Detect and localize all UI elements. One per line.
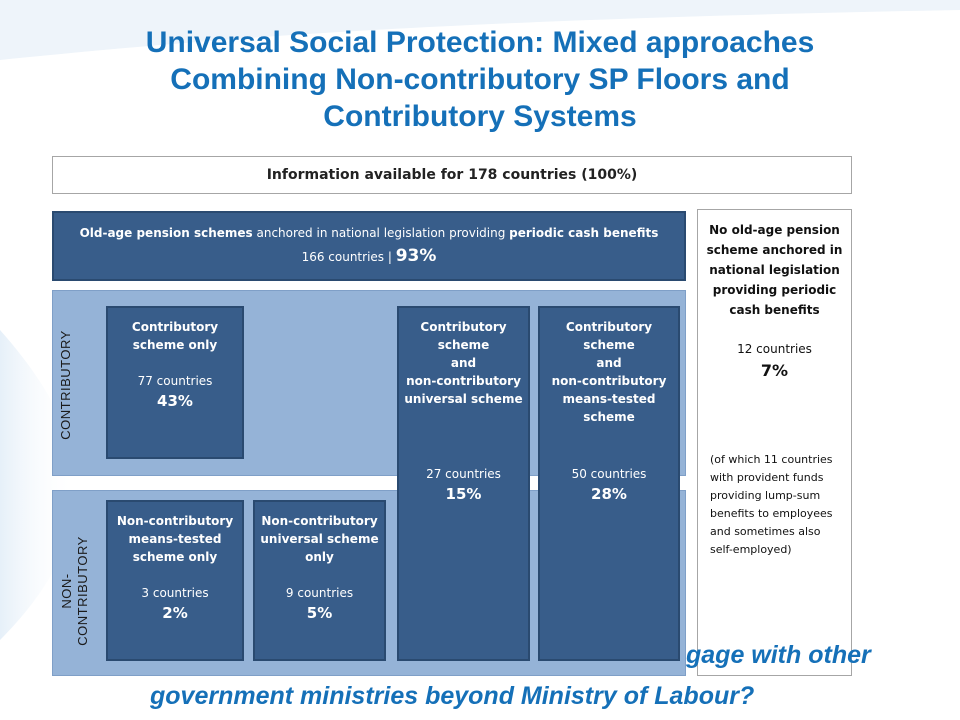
no-pension-note-line: (of which 11 countries (710, 453, 833, 466)
no-pension-line: No old-age pension (709, 223, 840, 237)
old-age-bold-b: periodic cash benefits (509, 225, 659, 240)
box-line: universal scheme (260, 532, 379, 546)
no-pension-line: cash benefits (729, 303, 820, 317)
no-pension-line: national legislation (709, 263, 840, 277)
box-line: non-contributory (551, 374, 667, 388)
noncontributory-means-tested-box: Non-contributory means-tested scheme onl… (106, 500, 244, 661)
title-line-1: Universal Social Protection: Mixed appro… (145, 26, 815, 59)
old-age-percent: 93% (395, 245, 437, 266)
old-age-line-2: 166 countries | 93% (302, 243, 437, 270)
contributory-only-box: Contributory scheme only 77 countries 43… (106, 306, 244, 459)
contributory-means-tested-box: Contributory scheme and non-contributory… (538, 306, 680, 661)
box-percent: 43% (157, 392, 193, 410)
box-percent: 5% (306, 604, 333, 622)
box-line: scheme (583, 338, 635, 352)
box-count: 9 countries (285, 586, 354, 600)
noncontributory-universal-box: Non-contributory universal scheme only 9… (253, 500, 386, 661)
box-line: Contributory (565, 320, 653, 334)
no-pension-note-line: providing lump-sum (710, 489, 821, 502)
box-line: Contributory (131, 320, 219, 334)
box-line: scheme (437, 338, 490, 352)
footer-line-1: gage with other (686, 641, 871, 669)
noncontributory-band-label: NON- CONTRIBUTORY (59, 536, 93, 646)
slide-title: Universal Social Protection: Mixed appro… (20, 24, 940, 135)
box-line: and (596, 356, 622, 370)
contributory-universal-box: Contributory scheme and non-contributory… (397, 306, 530, 661)
noncontributory-label-line-1: NON- (59, 573, 74, 609)
box-line: means-tested (562, 392, 656, 406)
box-line: scheme only (132, 338, 218, 352)
box-line: non-contributory (406, 374, 521, 388)
box-line: scheme (583, 410, 635, 424)
box-percent: 28% (591, 485, 627, 503)
old-age-bold-a: Old-age pension schemes (79, 225, 253, 240)
no-pension-box: No old-age pension scheme anchored in na… (697, 209, 852, 676)
no-pension-line: providing periodic (712, 283, 837, 297)
box-line: only (305, 550, 334, 564)
box-count: 50 countries (571, 467, 647, 481)
box-percent: 15% (445, 485, 482, 503)
old-age-pension-box: Old-age pension schemes anchored in nati… (52, 211, 686, 281)
box-line: Non-contributory (116, 514, 234, 528)
no-pension-note-line: self-employed) (710, 543, 792, 556)
old-age-normal: anchored in national legislation providi… (252, 225, 510, 240)
box-count: 77 countries (137, 374, 213, 388)
no-pension-count: 12 countries (737, 342, 812, 356)
contributory-band-label: CONTRIBUTORY (58, 330, 73, 440)
no-pension-note-line: and sometimes also (710, 525, 821, 538)
box-line: scheme only (132, 550, 218, 564)
box-line: Contributory (420, 320, 507, 334)
no-pension-percent: 7% (760, 361, 789, 380)
no-pension-note-line: benefits to employees (710, 507, 833, 520)
info-bar: Information available for 178 countries … (52, 156, 852, 194)
box-count: 27 countries (426, 467, 501, 481)
no-pension-line: scheme anchored in (706, 243, 843, 257)
old-age-line-1: Old-age pension schemes anchored in nati… (80, 223, 659, 243)
box-line: universal scheme (404, 392, 523, 406)
box-count: 3 countries (141, 586, 209, 600)
box-line: means-tested (128, 532, 222, 546)
old-age-count: 166 countries | (301, 249, 396, 264)
footer-line-2: government ministries beyond Ministry of… (150, 682, 755, 710)
box-line: Non-contributory (261, 514, 378, 528)
noncontributory-label-line-2: CONTRIBUTORY (75, 536, 90, 646)
title-line-3: Contributory Systems (323, 100, 637, 133)
box-line: and (450, 356, 477, 370)
info-bar-text: Information available for 178 countries … (266, 167, 638, 183)
title-line-2: Combining Non-contributory SP Floors and (170, 63, 790, 96)
box-percent: 2% (162, 604, 188, 622)
no-pension-note-line: with provident funds (710, 471, 824, 484)
